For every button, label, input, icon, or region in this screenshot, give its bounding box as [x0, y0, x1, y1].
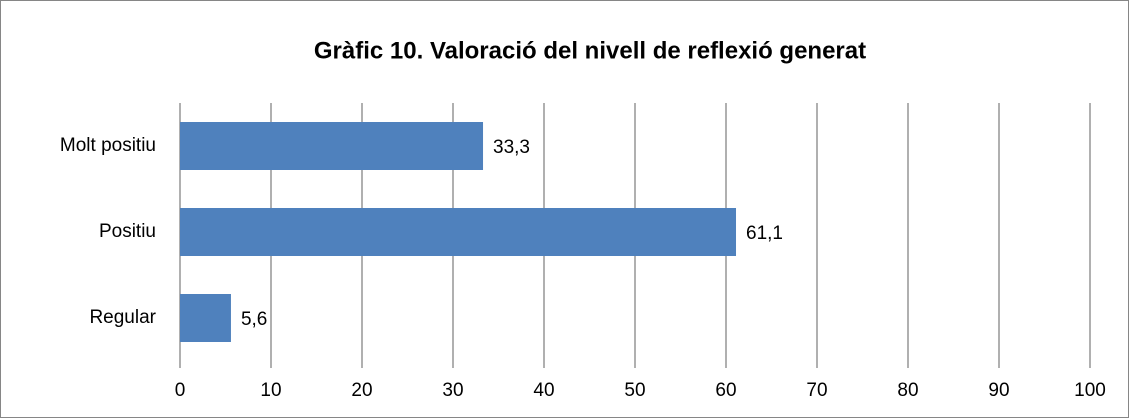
bar	[180, 122, 484, 170]
chart-title: Gràfic 10. Valoració del nivell de refle…	[314, 37, 866, 64]
x-tick-label: 40	[533, 380, 554, 401]
y-tick-label: Molt positiu	[60, 135, 156, 156]
x-tick-label: 90	[988, 380, 1009, 401]
x-tick-label: 60	[715, 380, 736, 401]
x-tick-label: 0	[175, 380, 186, 401]
y-tick-label: Regular	[89, 307, 156, 328]
y-tick-label: Positiu	[99, 221, 156, 242]
data-label: 61,1	[746, 223, 783, 244]
x-tick-label: 30	[442, 380, 463, 401]
x-tick-label: 20	[351, 380, 372, 401]
x-tick-label: 10	[260, 380, 281, 401]
x-tick-label: 70	[806, 380, 827, 401]
x-tick-label: 50	[624, 380, 645, 401]
data-label: 5,6	[241, 309, 267, 330]
x-tick-label: 80	[897, 380, 918, 401]
bar	[180, 208, 737, 256]
data-label: 33,3	[493, 137, 530, 158]
bar	[180, 294, 231, 342]
x-tick-label: 100	[1074, 380, 1106, 401]
